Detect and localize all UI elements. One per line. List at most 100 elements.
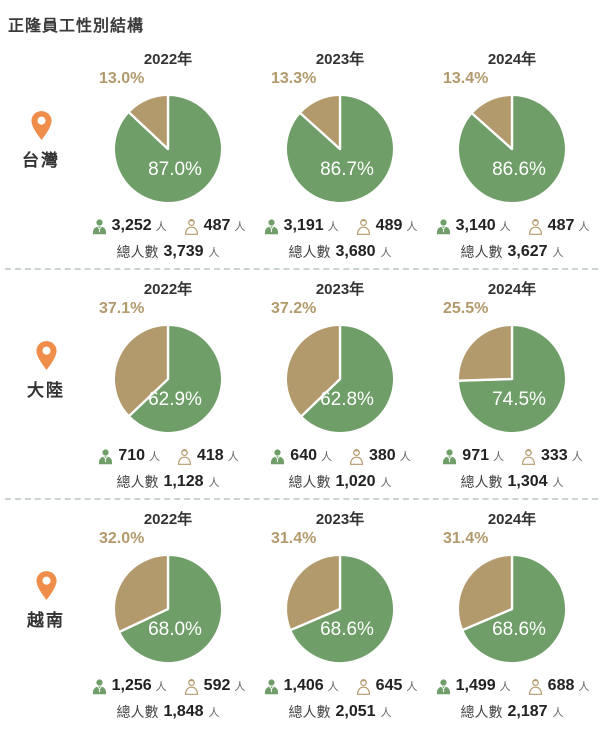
female-count-group: 487 人 <box>527 217 590 235</box>
total-line: 總人數 1,304 人 <box>460 472 563 492</box>
pie-cell: 2024年 31.4% 68.6% 1,499 人 <box>426 504 598 722</box>
female-count-group: 489 人 <box>355 217 417 235</box>
region-label: 大陸 <box>27 380 65 400</box>
female-count: 380 <box>369 447 396 464</box>
total-line: 總人數 3,739 人 <box>116 242 219 262</box>
total-label: 總人數 <box>460 474 503 490</box>
pie-cell: 2024年 13.4% 86.6% 3,140 人 <box>426 44 598 262</box>
pie-chart <box>456 553 568 665</box>
region-cells: 2022年 32.0% 68.0% 1,256 人 <box>82 504 598 722</box>
male-count-group: 1,406 人 <box>263 677 339 695</box>
female-unit: 人 <box>578 681 590 693</box>
pie-area: 37.1% 62.9% <box>93 300 243 444</box>
male-count-group: 3,252 人 <box>91 217 167 235</box>
pie-cell: 2023年 13.3% 86.7% 3,191 人 <box>254 44 426 262</box>
total-unit: 人 <box>552 477 564 489</box>
male-unit: 人 <box>499 681 511 693</box>
total-label: 總人數 <box>288 474 331 490</box>
total-count: 1,128 <box>163 473 204 490</box>
total-unit: 人 <box>208 707 220 719</box>
gender-counts: 971 人 333 人 <box>441 447 583 465</box>
female-person-icon <box>528 218 542 235</box>
female-count-group: 645 人 <box>355 677 418 695</box>
female-percent-label: 37.1% <box>99 300 145 317</box>
pie-chart <box>284 553 396 665</box>
female-unit: 人 <box>406 681 418 693</box>
male-person-icon <box>99 448 113 464</box>
year-label: 2024年 <box>487 51 537 68</box>
total-count: 2,187 <box>507 703 548 720</box>
male-unit: 人 <box>499 221 511 233</box>
male-unit: 人 <box>493 451 504 463</box>
total-unit: 人 <box>380 477 392 489</box>
male-count: 1,406 <box>283 677 324 694</box>
total-line: 總人數 2,051 人 <box>288 702 391 722</box>
region-header: 台灣 <box>0 18 82 262</box>
female-count: 645 <box>375 677 403 694</box>
year-label: 2022年 <box>143 51 193 68</box>
total-count: 3,680 <box>335 243 376 260</box>
male-count-group: 710 人 <box>97 447 160 465</box>
female-percent-label: 13.3% <box>271 70 317 87</box>
total-unit: 人 <box>552 707 564 719</box>
total-label: 總人數 <box>460 244 503 260</box>
female-unit: 人 <box>227 451 239 463</box>
total-line: 總人數 1,848 人 <box>116 702 219 722</box>
year-label: 2023年 <box>315 281 365 298</box>
pie-chart <box>284 93 396 205</box>
page-title: 正隆員工性別結構 <box>8 18 145 35</box>
total-line: 總人數 3,627 人 <box>460 242 563 262</box>
female-count-group: 487 人 <box>183 217 245 235</box>
male-count-group: 3,140 人 <box>435 217 511 235</box>
gender-counts: 1,406 人 645 人 <box>263 677 418 695</box>
region-label: 台灣 <box>22 150 60 170</box>
female-person-icon <box>521 448 536 465</box>
gender-counts: 3,191 人 489 人 <box>263 217 417 235</box>
location-pin-icon <box>35 570 57 600</box>
region-cells: 2022年 13.0% 87.0% 3,252 人 <box>82 44 603 262</box>
pie-area: 13.3% 86.7% <box>265 70 415 214</box>
female-count-group: 380 人 <box>348 447 411 465</box>
total-count: 3,627 <box>507 243 548 260</box>
male-count-group: 971 人 <box>441 447 504 465</box>
total-line: 總人數 2,187 人 <box>460 702 563 722</box>
pie-area: 37.2% 62.8% <box>265 300 415 444</box>
male-count: 3,252 <box>111 217 152 234</box>
region-label: 越南 <box>27 610 65 630</box>
pie-chart <box>456 93 568 205</box>
female-unit: 人 <box>571 451 583 463</box>
female-count: 333 <box>541 447 568 464</box>
year-label: 2022年 <box>143 281 193 298</box>
female-count-group: 592 人 <box>183 677 245 695</box>
female-person-icon <box>184 678 198 695</box>
gender-counts: 710 人 418 人 <box>97 447 239 465</box>
female-percent-label: 13.4% <box>443 70 489 87</box>
total-label: 總人數 <box>116 244 159 260</box>
male-person-icon <box>264 218 278 234</box>
female-unit: 人 <box>578 221 590 233</box>
female-person-icon <box>356 218 370 235</box>
total-label: 總人數 <box>288 244 331 260</box>
male-person-icon <box>436 678 450 694</box>
male-count: 1,256 <box>111 677 152 694</box>
female-count: 487 <box>203 217 231 234</box>
total-count: 1,848 <box>163 703 204 720</box>
total-label: 總人數 <box>460 704 503 720</box>
region-header: 大陸 <box>5 248 87 492</box>
total-count: 1,304 <box>507 473 548 490</box>
female-percent-label: 37.2% <box>271 300 317 317</box>
male-count-group: 1,256 人 <box>91 677 167 695</box>
female-person-icon <box>349 448 364 465</box>
pie-cell: 2023年 31.4% 68.6% 1,406 人 <box>254 504 426 722</box>
male-unit: 人 <box>327 221 339 233</box>
male-unit: 人 <box>327 681 339 693</box>
total-line: 總人數 1,128 人 <box>116 472 219 492</box>
male-person-icon <box>436 218 450 234</box>
male-person-icon <box>264 678 278 694</box>
region-row: 大陸 2022年 37.1% 62.9% 710 人 <box>5 268 598 498</box>
male-count: 710 <box>118 447 145 464</box>
pie-chart <box>456 323 568 435</box>
location-pin-icon <box>30 110 52 140</box>
female-count: 592 <box>203 677 231 694</box>
